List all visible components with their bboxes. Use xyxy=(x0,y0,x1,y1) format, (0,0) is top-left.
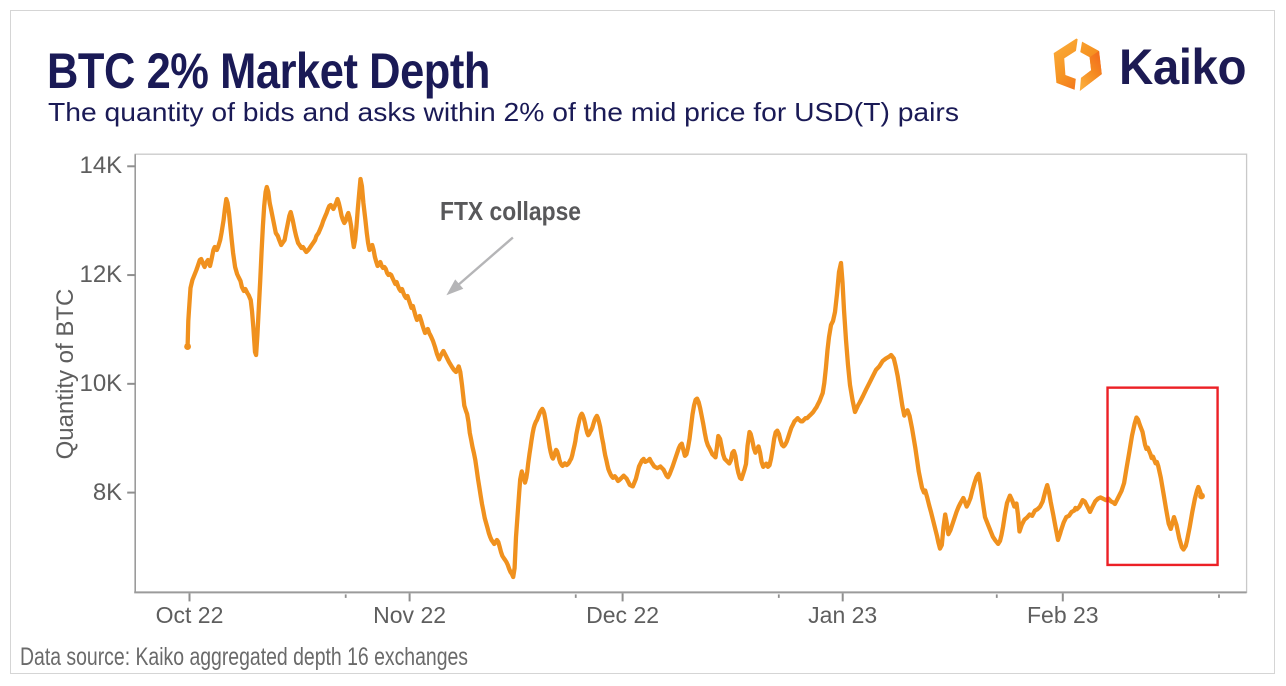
data-source-footnote: Data source: Kaiko aggregated depth 16 e… xyxy=(20,643,468,671)
y-tick-label: 14K xyxy=(79,152,123,180)
annotation-arrow-shaft xyxy=(456,236,514,287)
kaiko-logo-mark-icon xyxy=(1053,38,1102,92)
x-tick-label: Oct 22 xyxy=(155,601,224,628)
x-tick-label: Dec 22 xyxy=(586,601,660,628)
y-tick-label: 12K xyxy=(79,261,123,289)
x-tick-label: Jan 23 xyxy=(808,601,878,628)
y-tick-label: 8K xyxy=(92,478,123,506)
plot-area-border xyxy=(134,153,1248,594)
kaiko-logo-wordmark: Kaiko xyxy=(1119,39,1247,95)
page-border-frame xyxy=(10,10,1275,674)
chart-title: BTC 2% Market Depth xyxy=(47,43,491,99)
x-tick-label: Nov 22 xyxy=(373,601,447,628)
annotation-ftx-collapse: FTX collapse xyxy=(440,196,581,226)
highlight-box xyxy=(1106,386,1219,567)
y-tick-label: 10K xyxy=(79,369,123,397)
series-start-dot xyxy=(184,343,191,350)
kaiko-logo xyxy=(1050,38,1250,92)
x-tick-label: Feb 23 xyxy=(1026,601,1099,628)
market-depth-series-line xyxy=(185,176,1204,580)
series-end-dot xyxy=(1198,492,1205,500)
annotation-arrow-head xyxy=(446,279,464,296)
chart-subtitle: The quantity of bids and asks within 2% … xyxy=(48,96,959,127)
